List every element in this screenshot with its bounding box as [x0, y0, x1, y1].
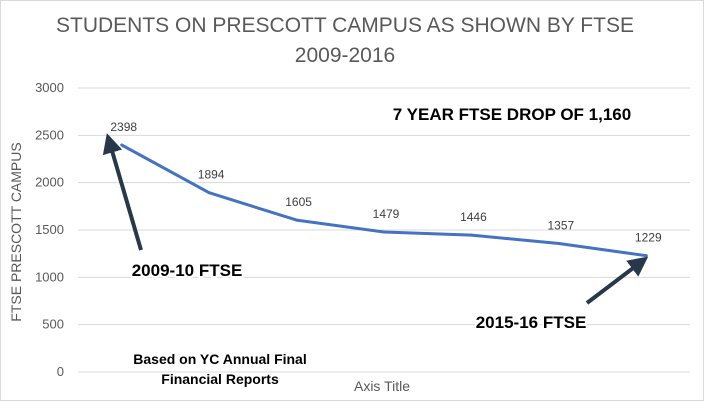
- source-note-line1: Based on YC Annual Final: [133, 351, 306, 367]
- data-label: 1479: [373, 207, 400, 221]
- data-point: [295, 218, 299, 222]
- series-line: [120, 143, 647, 258]
- data-labels: 2398 1894 1605 1479 1446 1357 1229: [110, 120, 662, 245]
- data-label: 1357: [548, 219, 575, 233]
- y-tick-label: 1000: [35, 269, 64, 284]
- series-group: [120, 143, 648, 258]
- data-point: [644, 254, 648, 258]
- chart-subtitle: 2009-2016: [295, 44, 395, 67]
- y-tick-label: 500: [42, 317, 64, 332]
- chart-frame: [0, 0, 704, 401]
- data-label: 1446: [460, 210, 487, 224]
- data-label: 2398: [110, 120, 137, 134]
- headline-annotation: 7 YEAR FTSE DROP OF 1,160: [393, 105, 631, 124]
- x-axis-title: Axis Title: [354, 378, 410, 394]
- end-callout: 2015-16 FTSE: [476, 313, 587, 332]
- start-arrow: [102, 133, 143, 251]
- data-label: 1894: [198, 168, 225, 182]
- y-axis-title: FTSE PRESCOTT CAMPUS: [8, 142, 24, 321]
- y-axis-ticks: 0 500 1000 1500 2000 2500 3000: [35, 80, 64, 379]
- data-label: 1605: [285, 195, 312, 209]
- start-callout: 2009-10 FTSE: [132, 261, 243, 280]
- y-tick-label: 2500: [35, 127, 64, 142]
- data-label: 1229: [635, 231, 662, 245]
- data-point: [382, 230, 386, 234]
- gridlines: [78, 87, 690, 373]
- data-point: [469, 233, 473, 237]
- y-tick-label: 2000: [35, 175, 64, 190]
- y-tick-label: 1500: [35, 222, 64, 237]
- source-note-line2: Financial Reports: [161, 371, 279, 387]
- data-point: [207, 191, 211, 195]
- y-tick-label: 3000: [35, 80, 64, 95]
- data-point: [557, 242, 561, 246]
- chart-title: STUDENTS ON PRESCOTT CAMPUS AS SHOWN BY …: [56, 14, 634, 37]
- end-arrow: [585, 256, 649, 305]
- y-tick-label: 0: [57, 364, 64, 379]
- data-point: [120, 143, 124, 147]
